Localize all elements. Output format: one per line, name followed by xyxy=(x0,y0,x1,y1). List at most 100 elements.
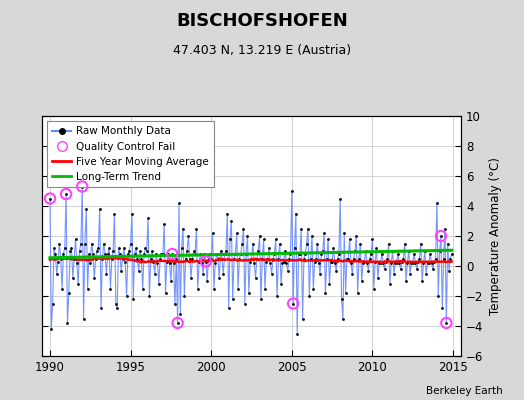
Point xyxy=(442,320,451,326)
Point xyxy=(362,248,370,254)
Point xyxy=(416,255,424,262)
Point xyxy=(335,251,343,257)
Point xyxy=(57,255,65,262)
Point xyxy=(175,200,183,206)
Point xyxy=(364,267,373,274)
Point xyxy=(336,195,344,202)
Point xyxy=(421,248,429,254)
Point xyxy=(231,251,239,257)
Point xyxy=(168,251,177,257)
Point xyxy=(149,258,158,265)
Point xyxy=(298,315,307,322)
Point xyxy=(430,258,439,265)
Point xyxy=(254,248,263,254)
Point xyxy=(128,210,136,217)
Point xyxy=(160,221,168,227)
Point xyxy=(283,267,292,274)
Point xyxy=(319,248,327,254)
Point xyxy=(340,230,348,236)
Point xyxy=(359,260,367,266)
Point xyxy=(105,245,113,251)
Point xyxy=(332,267,341,274)
Point xyxy=(83,285,92,292)
Point xyxy=(117,267,125,274)
Point xyxy=(227,218,236,224)
Point xyxy=(141,245,149,251)
Point xyxy=(89,251,97,257)
Point xyxy=(281,248,289,254)
Point xyxy=(167,278,175,284)
Point xyxy=(412,266,421,272)
Point xyxy=(137,255,146,262)
Point xyxy=(305,293,313,299)
Point xyxy=(58,285,66,292)
Point xyxy=(247,255,256,262)
Point xyxy=(407,260,416,266)
Point xyxy=(269,255,277,262)
Point xyxy=(388,248,397,254)
Point xyxy=(52,270,61,277)
Point xyxy=(278,260,287,266)
Point xyxy=(77,240,85,247)
Point xyxy=(441,225,449,232)
Point xyxy=(126,240,135,247)
Point xyxy=(78,183,86,190)
Point xyxy=(64,290,73,296)
Point xyxy=(316,270,324,277)
Point xyxy=(390,270,398,277)
Point xyxy=(385,240,393,247)
Point xyxy=(265,245,273,251)
Point xyxy=(50,245,58,251)
Point xyxy=(55,240,63,247)
Point xyxy=(387,260,396,266)
Point xyxy=(419,260,428,266)
Point xyxy=(145,293,154,299)
Point xyxy=(114,245,123,251)
Point xyxy=(398,258,406,265)
Point xyxy=(71,236,80,242)
Point xyxy=(206,251,214,257)
Point xyxy=(176,311,184,317)
Point xyxy=(422,270,430,277)
Point xyxy=(252,275,260,281)
Point xyxy=(351,248,359,254)
Point xyxy=(133,255,141,262)
Point xyxy=(368,236,377,242)
Point xyxy=(168,251,177,257)
Point xyxy=(49,300,57,307)
Point xyxy=(400,240,409,247)
Text: 47.403 N, 13.219 E (Austria): 47.403 N, 13.219 E (Austria) xyxy=(173,44,351,57)
Point xyxy=(352,233,361,239)
Point xyxy=(188,255,196,262)
Point xyxy=(290,245,299,251)
Point xyxy=(271,236,280,242)
Point xyxy=(326,258,335,265)
Point xyxy=(296,251,304,257)
Point xyxy=(324,236,332,242)
Point xyxy=(289,300,297,307)
Point xyxy=(200,251,209,257)
Point xyxy=(317,251,325,257)
Point xyxy=(118,255,127,262)
Point xyxy=(329,245,337,251)
Point xyxy=(116,251,124,257)
Point xyxy=(144,215,152,221)
Point xyxy=(357,278,366,284)
Point xyxy=(360,258,368,265)
Point xyxy=(302,240,311,247)
Point xyxy=(212,251,221,257)
Point xyxy=(203,278,211,284)
Point xyxy=(333,255,342,262)
Point xyxy=(246,258,254,265)
Point xyxy=(54,258,62,265)
Point xyxy=(376,260,385,266)
Point xyxy=(59,251,68,257)
Point xyxy=(221,251,229,257)
Point xyxy=(309,285,318,292)
Point xyxy=(171,300,179,307)
Y-axis label: Temperature Anomaly (°C): Temperature Anomaly (°C) xyxy=(489,157,502,315)
Point xyxy=(285,255,293,262)
Text: Berkeley Earth: Berkeley Earth xyxy=(427,386,503,396)
Point xyxy=(307,255,315,262)
Point xyxy=(69,275,77,281)
